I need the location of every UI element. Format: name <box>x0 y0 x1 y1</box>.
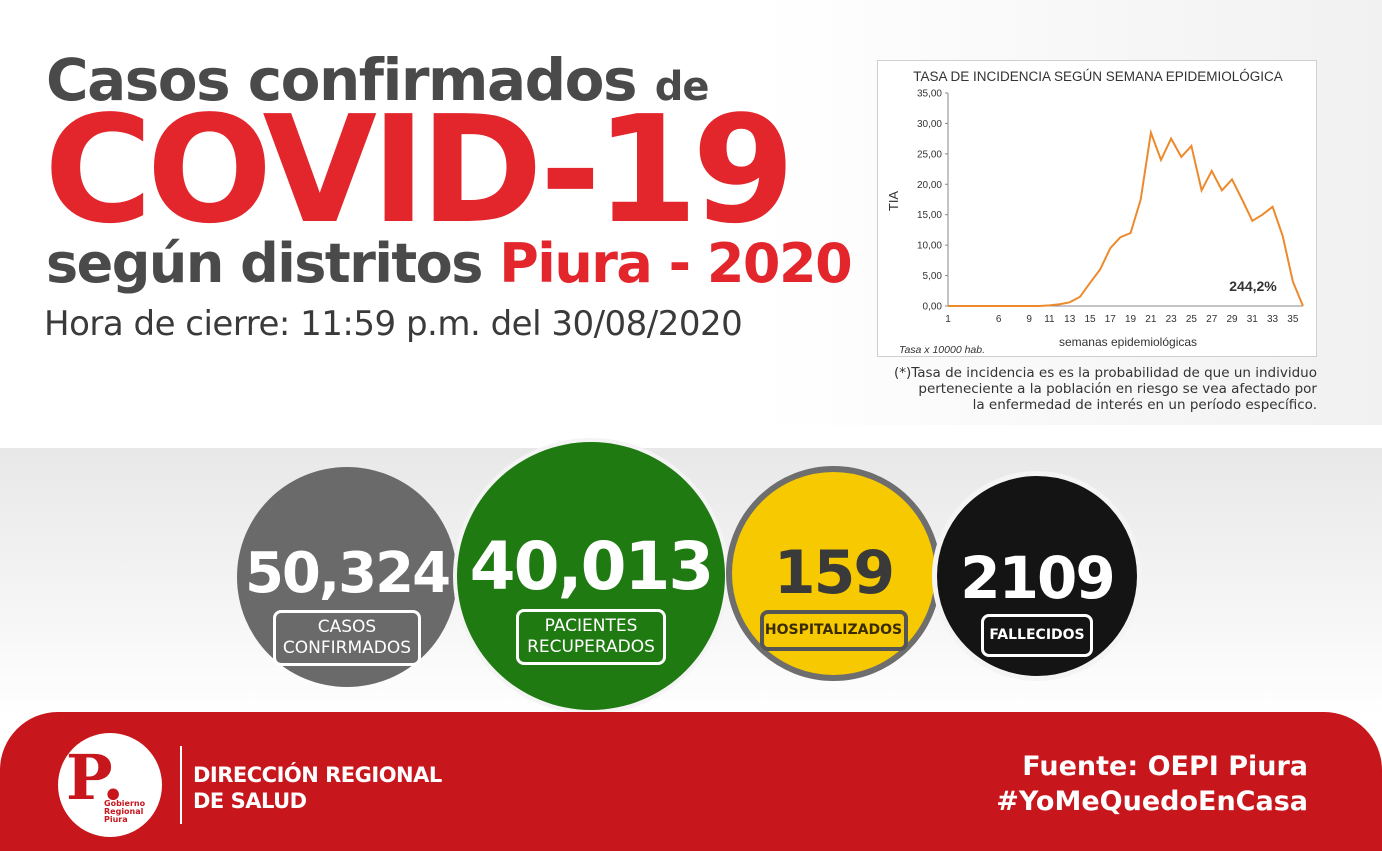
title-section: Casos confirmados de COVID-19 según dist… <box>0 0 1382 425</box>
x-tick-label: 1 <box>945 314 951 325</box>
x-tick-label: 33 <box>1267 314 1279 325</box>
x-tick-label: 31 <box>1247 314 1259 325</box>
recovered-patients-circle: 40,013 PACIENTES RECUPERADOS <box>457 442 725 710</box>
footnote-line-3: la enfermedad de interés en un período e… <box>820 397 1317 413</box>
hospitalized-label: HOSPITALIZADOS <box>760 610 908 651</box>
y-tick-label: 35,00 <box>917 89 942 100</box>
health-directorate-name: DIRECCIÓN REGIONAL DE SALUD <box>193 762 442 814</box>
deceased-circle: 2109 FALLECIDOS <box>932 471 1142 681</box>
chart-footnote: (*)Tasa de incidencia es es la probabili… <box>820 365 1317 413</box>
x-tick-label: 17 <box>1105 314 1117 325</box>
hospitalized-value: 159 <box>774 538 893 608</box>
recovered-patients-value: 40,013 <box>470 528 713 605</box>
x-tick-label: 15 <box>1084 314 1096 325</box>
chart-footer-note: Tasa x 10000 hab. <box>899 344 985 356</box>
y-tick-label: 20,00 <box>917 180 942 191</box>
recovered-label-line-2: RECUPERADOS <box>519 637 663 658</box>
y-tick-label: 5,00 <box>923 271 943 282</box>
title-region-year: Piura - 2020 <box>499 232 851 295</box>
x-tick-label: 6 <box>996 314 1002 325</box>
chart-axes <box>948 93 1303 306</box>
x-tick-label: 29 <box>1226 314 1238 325</box>
confirmed-cases-label: CASOS CONFIRMADOS <box>273 610 421 666</box>
y-tick-label: 15,00 <box>917 210 942 221</box>
recovered-label-line-1: PACIENTES <box>519 616 663 637</box>
y-tick-label: 0,00 <box>923 302 943 313</box>
deceased-value: 2109 <box>960 544 1113 612</box>
x-tick-label: 13 <box>1064 314 1076 325</box>
y-tick-label: 25,00 <box>917 149 942 160</box>
banner-divider <box>180 746 182 824</box>
footnote-line-1: (*)Tasa de incidencia es es la probabili… <box>820 365 1317 381</box>
x-tick-label: 35 <box>1287 314 1299 325</box>
confirmed-cases-circle: 50,324 CASOS CONFIRMADOS <box>237 467 457 687</box>
incidence-chart: TASA DE INCIDENCIA SEGÚN SEMANA EPIDEMIO… <box>877 60 1317 357</box>
source-text: Fuente: OEPI Piura <box>996 750 1308 784</box>
title-subtitle: según distritos <box>46 232 482 295</box>
x-tick-label: 23 <box>1166 314 1178 325</box>
confirmed-label-line-2: CONFIRMADOS <box>276 638 418 659</box>
y-tick-label: 30,00 <box>917 119 942 130</box>
y-tick-label: 10,00 <box>917 241 942 252</box>
deceased-label: FALLECIDOS <box>981 614 1093 657</box>
chart-annotation: 244,2% <box>1229 278 1277 294</box>
covid-title: COVID-19 <box>44 95 789 245</box>
x-tick-label: 21 <box>1145 314 1157 325</box>
x-tick-label: 19 <box>1125 314 1137 325</box>
title-line-3: según distritos Piura - 2020 <box>46 232 851 295</box>
source-block: Fuente: OEPI Piura #YoMeQuedoEnCasa <box>996 750 1308 820</box>
closing-time: Hora de cierre: 11:59 p.m. del 30/08/202… <box>44 304 742 344</box>
x-tick-label: 9 <box>1026 314 1032 325</box>
logo-text-line-3: Piura <box>104 816 145 824</box>
hospitalized-circle: 159 HOSPITALIZADOS <box>726 466 941 681</box>
confirmed-label-line-1: CASOS <box>276 617 418 638</box>
chart-title: TASA DE INCIDENCIA SEGÚN SEMANA EPIDEMIO… <box>913 69 1283 84</box>
hashtag-text: #YoMeQuedoEnCasa <box>996 784 1308 820</box>
x-tick-label: 11 <box>1044 314 1055 325</box>
x-axis-label: semanas epidemiológicas <box>1059 335 1197 349</box>
x-tick-label: 25 <box>1186 314 1198 325</box>
y-axis-label: TIA <box>886 191 901 212</box>
x-tick-label: 27 <box>1206 314 1218 325</box>
chart-svg: TASA DE INCIDENCIA SEGÚN SEMANA EPIDEMIO… <box>878 61 1318 358</box>
logo-text: Gobierno Regional Piura <box>104 800 145 824</box>
confirmed-cases-value: 50,324 <box>245 541 449 606</box>
recovered-patients-label: PACIENTES RECUPERADOS <box>516 609 666 665</box>
directorate-line-2: DE SALUD <box>193 788 442 814</box>
directorate-line-1: DIRECCIÓN REGIONAL <box>193 762 442 788</box>
footnote-line-2: perteneciente a la población en riesgo s… <box>820 381 1317 397</box>
